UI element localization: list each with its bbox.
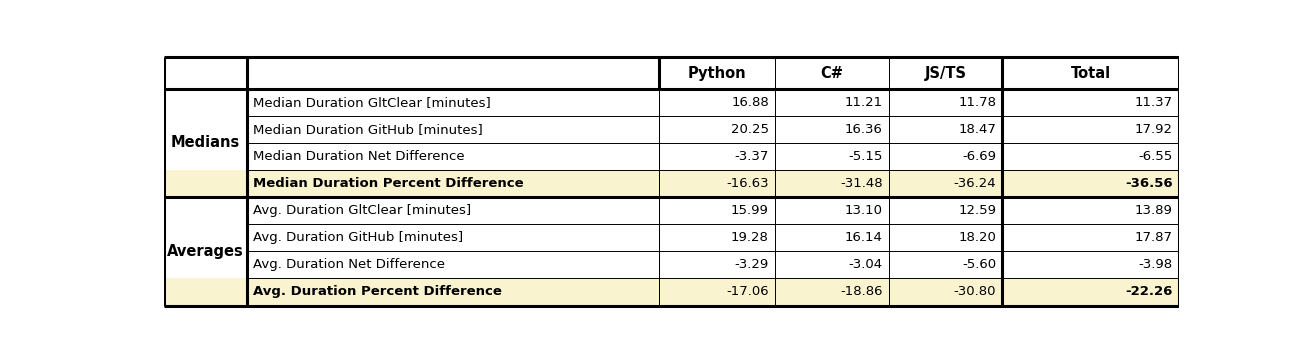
Text: -5.60: -5.60 [962,258,996,272]
Text: 16.36: 16.36 [845,123,883,136]
Text: Avg. Duration GltClear [minutes]: Avg. Duration GltClear [minutes] [253,204,472,217]
Text: -18.86: -18.86 [840,285,883,298]
Bar [164,57,1179,89]
Text: 16.88: 16.88 [731,96,769,109]
Text: 16.14: 16.14 [845,231,883,244]
Text: -22.26: -22.26 [1125,285,1172,298]
Text: C#: C# [820,65,844,81]
Text: -3.37: -3.37 [735,150,769,163]
Text: 13.89: 13.89 [1134,204,1172,217]
Bar [164,116,1179,143]
Text: -16.63: -16.63 [726,177,769,190]
Text: -30.80: -30.80 [954,285,996,298]
Text: 13.10: 13.10 [845,204,883,217]
Text: 17.92: 17.92 [1134,123,1172,136]
Text: -3.98: -3.98 [1138,258,1172,272]
Text: Median Duration GitHub [minutes]: Median Duration GitHub [minutes] [253,123,483,136]
Bar [164,197,1179,224]
Text: Medians: Medians [170,136,240,150]
Text: Avg. Duration GitHub [minutes]: Avg. Duration GitHub [minutes] [253,231,464,244]
Bar [164,224,1179,251]
Text: 19.28: 19.28 [731,231,769,244]
Text: 17.87: 17.87 [1134,231,1172,244]
Bar [164,170,1179,197]
Text: -31.48: -31.48 [840,177,883,190]
Text: JS/TS: JS/TS [925,65,967,81]
Bar [164,143,1179,170]
Text: -17.06: -17.06 [726,285,769,298]
Text: 12.59: 12.59 [958,204,996,217]
Text: 15.99: 15.99 [731,204,769,217]
Text: 11.21: 11.21 [845,96,883,109]
Text: 18.47: 18.47 [959,123,996,136]
Text: 11.37: 11.37 [1134,96,1172,109]
Text: Averages: Averages [166,244,244,259]
Text: Median Duration Net Difference: Median Duration Net Difference [253,150,465,163]
Text: -6.55: -6.55 [1138,150,1172,163]
Text: Python: Python [688,65,747,81]
Text: -3.29: -3.29 [735,258,769,272]
Text: -5.15: -5.15 [848,150,883,163]
Text: 11.78: 11.78 [958,96,996,109]
Text: Median Duration Percent Difference: Median Duration Percent Difference [253,177,524,190]
Bar [164,89,1179,116]
Text: Total: Total [1070,65,1111,81]
Text: Median Duration GltClear [minutes]: Median Duration GltClear [minutes] [253,96,491,109]
Text: -3.04: -3.04 [849,258,883,272]
Text: 18.20: 18.20 [959,231,996,244]
Bar [164,279,1179,306]
Text: Avg. Duration Net Difference: Avg. Duration Net Difference [253,258,445,272]
Text: -6.69: -6.69 [963,150,996,163]
Text: 20.25: 20.25 [731,123,769,136]
Bar [164,251,1179,279]
Text: -36.56: -36.56 [1125,177,1172,190]
Text: Avg. Duration Percent Difference: Avg. Duration Percent Difference [253,285,502,298]
Text: -36.24: -36.24 [954,177,996,190]
